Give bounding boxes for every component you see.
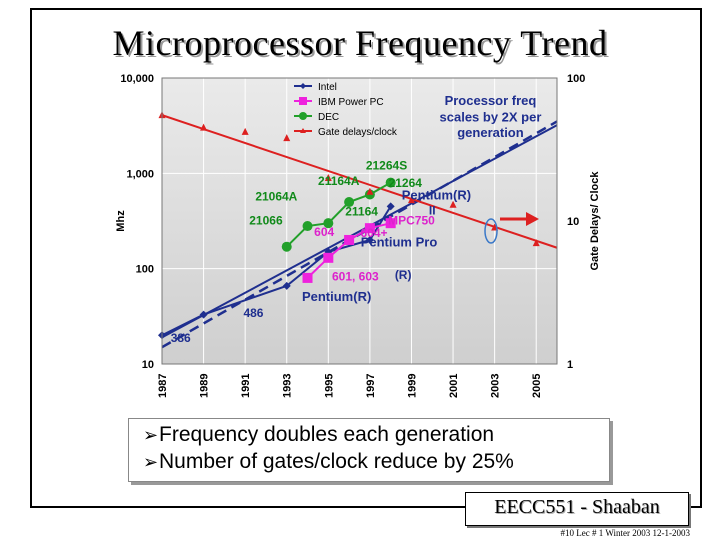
bullet-box: ➢Frequency doubles each generation ➢Numb… <box>128 418 610 482</box>
x-tick-label: 1987 <box>157 374 169 398</box>
gate-delay-point <box>200 123 208 131</box>
chart-annotation: 21064A <box>255 189 297 203</box>
chart-annotation: Pentium(R) <box>302 289 371 304</box>
intel-point <box>199 310 208 319</box>
x-tick-label: 1995 <box>323 374 335 398</box>
chart-annotation: 21164A <box>318 174 360 188</box>
chart-annotation: 21264 <box>389 176 423 190</box>
y2-axis-title: Gate Delays/ Clock <box>589 171 601 271</box>
x-tick-label: 1993 <box>282 374 294 398</box>
dec-point <box>323 218 334 229</box>
ibm-point <box>344 234 355 245</box>
chart-annotation: generation <box>457 125 524 140</box>
legend-marker <box>300 83 306 89</box>
gate-delay-point <box>366 187 374 195</box>
legend-label: Intel <box>318 82 337 93</box>
intel-point <box>386 202 395 211</box>
legend: Intel IBM Power PC DEC Gate delays/clock <box>294 82 398 138</box>
ibm-point <box>385 218 396 229</box>
chart-annotation: 386 <box>171 331 191 345</box>
dec-point <box>385 177 396 188</box>
x-tick-label: 1997 <box>365 374 377 398</box>
trend-line <box>161 114 558 249</box>
chart-annotation: MPC750 <box>388 214 435 228</box>
dec-point <box>302 221 313 232</box>
x-tick-label: 1991 <box>240 374 252 398</box>
bullet-text: Frequency doubles each generation <box>159 423 495 446</box>
chart-annotation: Processor freq <box>445 93 537 108</box>
legend-label: IBM Power PC <box>318 97 384 108</box>
chart-annotation: Pentium(R) <box>402 188 471 203</box>
chart-annotation: 21164 <box>345 205 378 219</box>
x-tick-label: 1999 <box>406 374 418 398</box>
y2-tick-label: 10 <box>567 216 579 228</box>
legend-marker <box>299 112 307 120</box>
slide-title: Microprocessor Frequency Trend <box>112 23 608 63</box>
legend-marker <box>300 128 306 133</box>
y-tick-label: 100 <box>136 264 154 276</box>
ibm-point <box>302 272 313 283</box>
footer-subtitle: #10 Lec # 1 Winter 2003 12-1-2003 <box>560 528 690 538</box>
arrow-bullet-icon: ➢ <box>143 425 159 446</box>
y-tick-label: 1,000 <box>126 168 154 180</box>
x-tick-label: 2001 <box>448 374 460 398</box>
plot-area <box>162 78 557 364</box>
chart-annotation: II <box>429 203 436 217</box>
chart-annotation: 601, 603 <box>332 270 379 284</box>
x-tick-label: 1989 <box>199 374 211 398</box>
gate-delay-point <box>407 196 415 204</box>
legend-label: Gate delays/clock <box>318 127 398 138</box>
ibm-point <box>364 223 375 234</box>
plot-border <box>161 77 558 365</box>
y2-tick-label: 1 <box>567 359 573 371</box>
footer-box: EECC551 - Shaaban <box>465 492 689 526</box>
dec-point <box>344 197 355 208</box>
y-tick-label: 10 <box>142 359 154 371</box>
arrow-callout <box>484 212 539 244</box>
arrow-bullet-icon: ➢ <box>143 452 159 473</box>
gate-delay-point <box>532 239 540 247</box>
y-axis-title: Mhz <box>115 210 127 232</box>
chart-annotation: scales by 2X per <box>440 109 542 124</box>
chart-annotation: 604+ <box>361 226 388 240</box>
x-tick-label: 2003 <box>490 374 502 398</box>
trend-line <box>161 124 558 339</box>
chart-annotation: 486 <box>243 306 263 320</box>
bullet-item: ➢Number of gates/clock reduce by 25% <box>143 450 514 474</box>
gate-delay-point <box>449 200 457 208</box>
chart-annotation: (R) <box>395 268 412 282</box>
highlight-ellipse <box>484 218 498 244</box>
ibm-point <box>323 252 334 263</box>
chart-annotation: 604 <box>314 225 334 239</box>
gate-delay-point <box>324 173 332 181</box>
gate-delay-point <box>283 134 291 142</box>
footer-title: EECC551 - Shaaban <box>494 496 660 518</box>
bullet-text: Number of gates/clock reduce by 25% <box>159 450 514 473</box>
chart-annotation: 21066 <box>249 214 283 228</box>
y2-tick-label: 100 <box>567 73 585 85</box>
intel-point <box>365 235 374 244</box>
legend-label: DEC <box>318 112 339 123</box>
arrow-head-icon <box>526 212 539 226</box>
y-tick-label: 10,000 <box>120 73 154 85</box>
dec-point <box>281 241 292 252</box>
gate-delay-point <box>241 127 249 135</box>
chart-annotation: 21264S <box>366 158 407 172</box>
chart-annotation: Pentium Pro <box>361 235 438 250</box>
legend-marker <box>299 97 307 105</box>
intel-point <box>282 281 291 290</box>
axes: 1987 1989 1991 1993 1995 1997 1999 2001 2003 2005… <box>115 73 601 398</box>
series-line <box>161 205 392 337</box>
bullet-item: ➢Frequency doubles each generation <box>143 423 494 447</box>
x-tick-label: 2005 <box>531 374 543 398</box>
